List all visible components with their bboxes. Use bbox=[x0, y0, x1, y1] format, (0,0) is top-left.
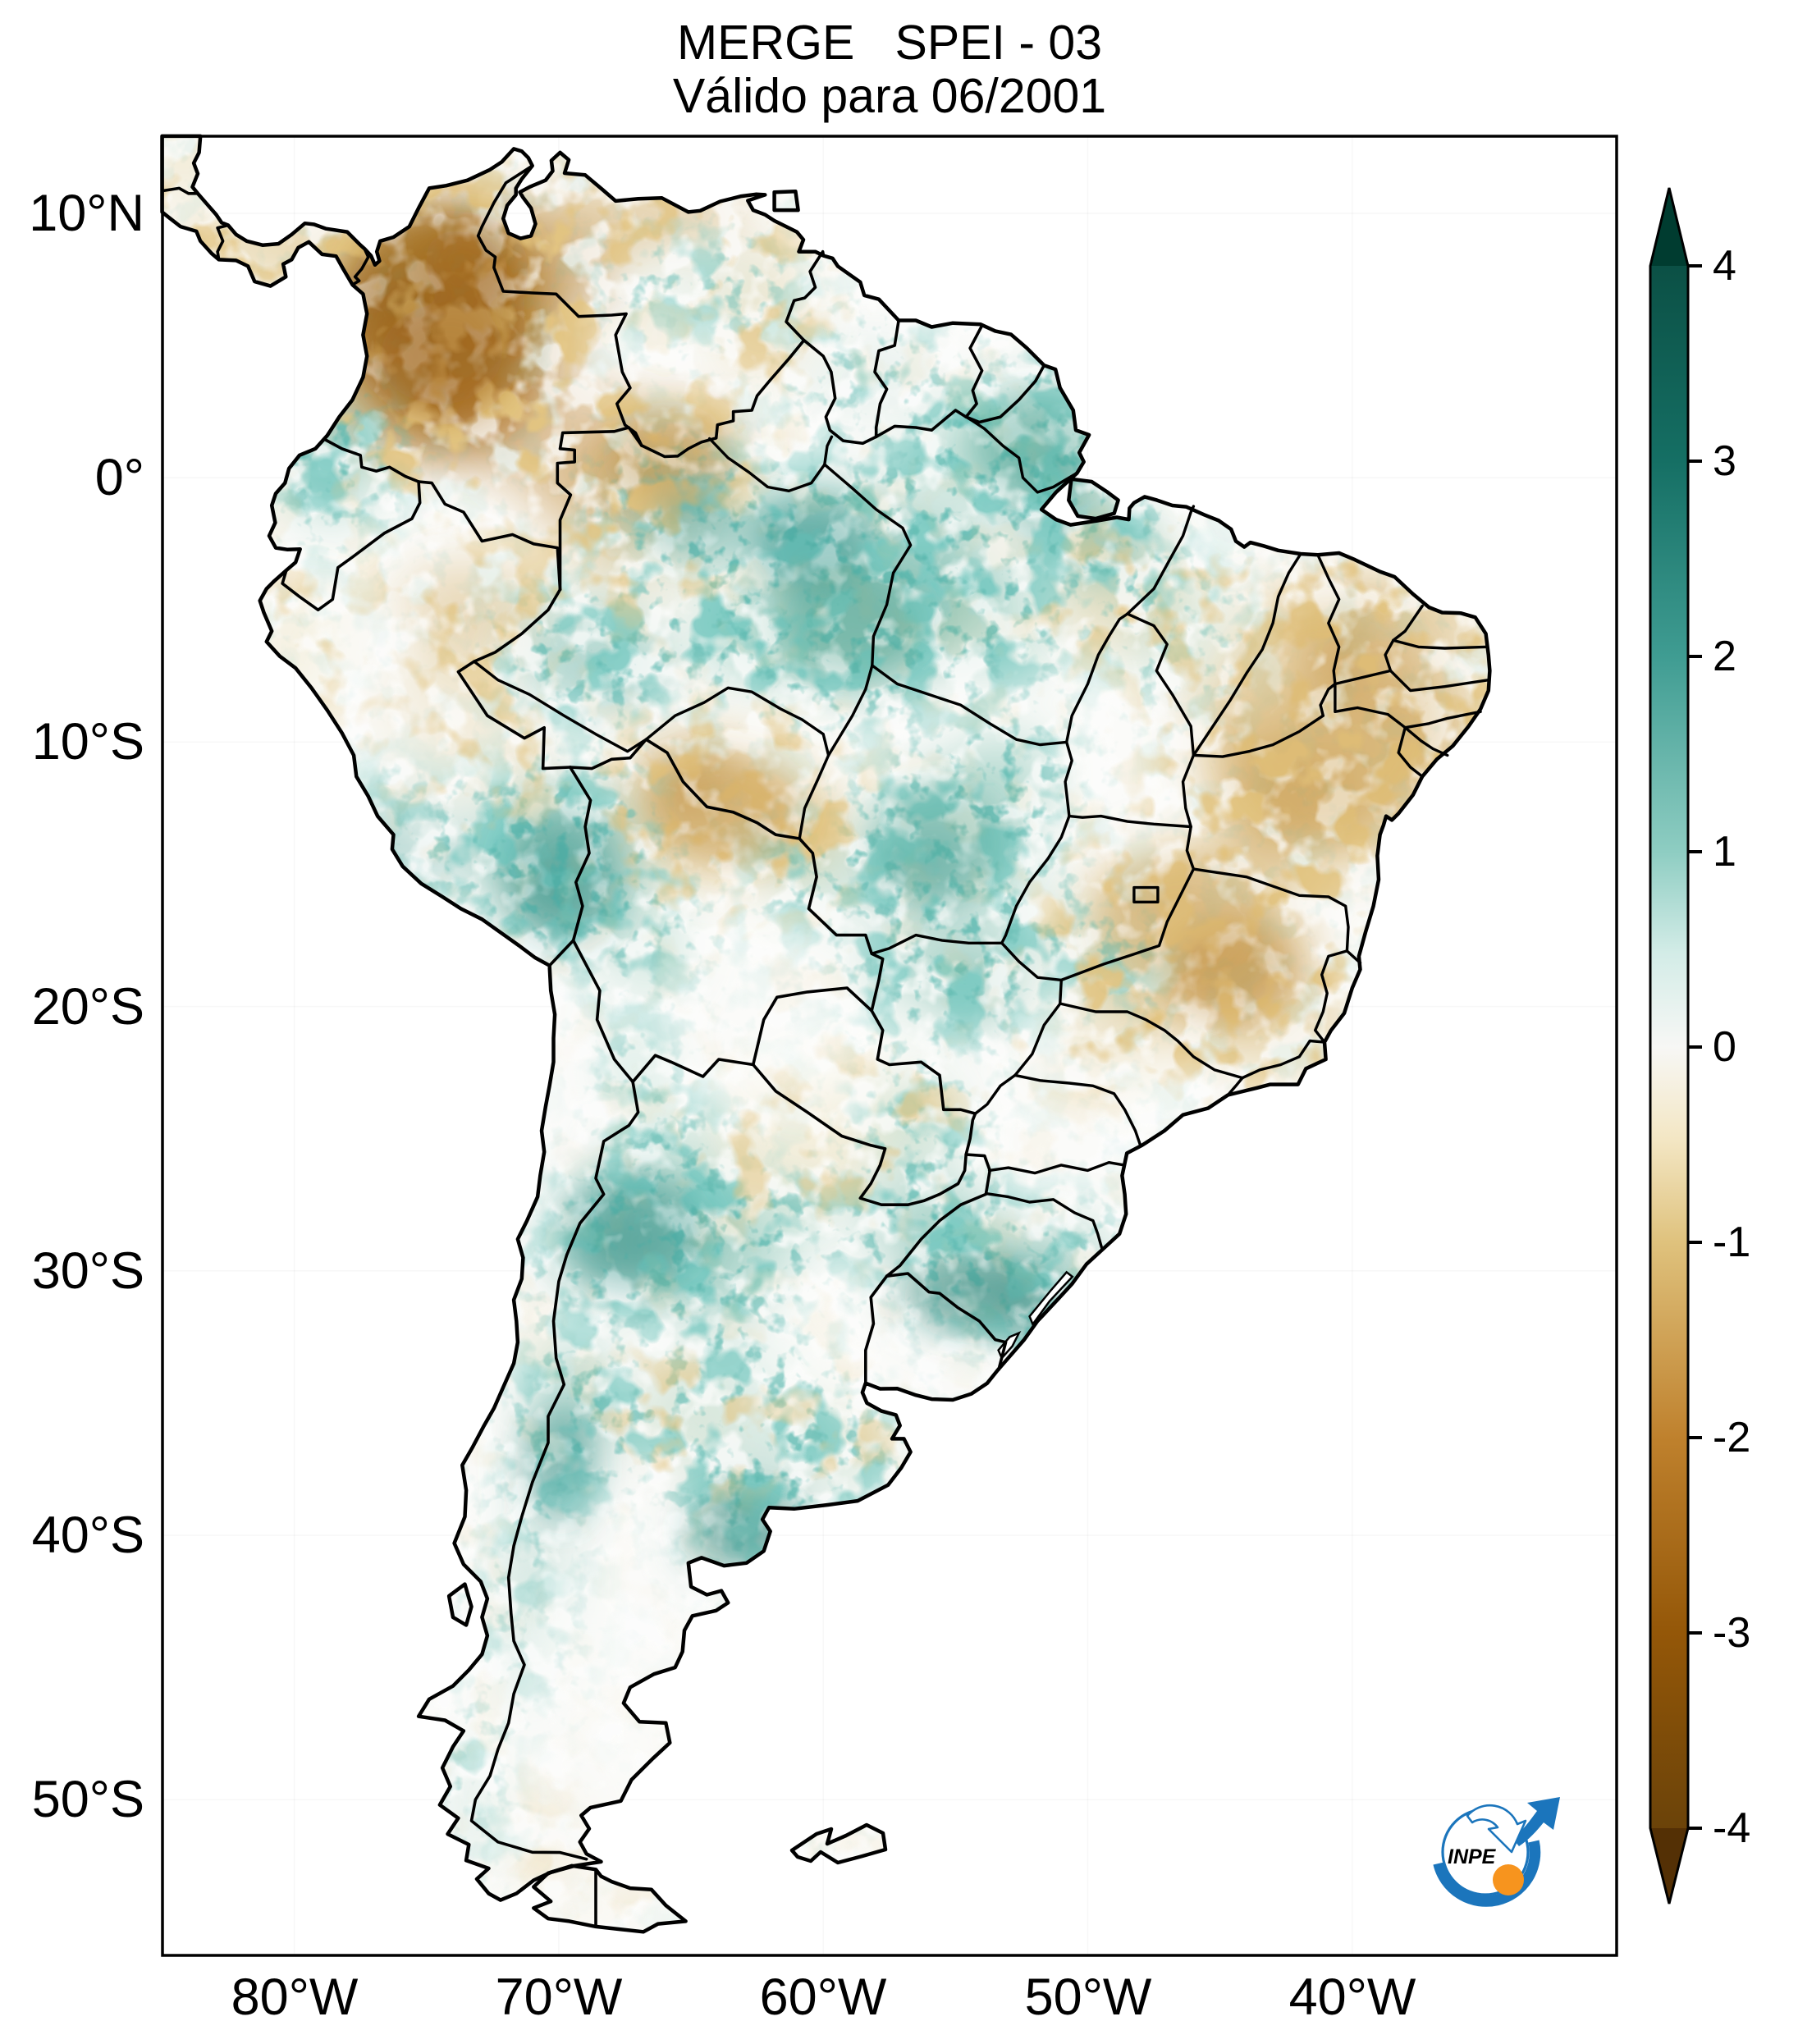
svg-text:40°S: 40°S bbox=[32, 1507, 144, 1564]
svg-text:10°N: 10°N bbox=[29, 185, 144, 242]
svg-text:20°S: 20°S bbox=[32, 978, 144, 1036]
svg-text:60°W: 60°W bbox=[760, 1969, 887, 2026]
svg-text:50°W: 50°W bbox=[1025, 1969, 1152, 2026]
svg-text:INPE: INPE bbox=[1448, 1845, 1497, 1868]
svg-text:70°W: 70°W bbox=[496, 1969, 623, 2026]
svg-text:30°S: 30°S bbox=[32, 1242, 144, 1300]
svg-text:-1: -1 bbox=[1713, 1219, 1750, 1266]
svg-text:-2: -2 bbox=[1713, 1414, 1750, 1461]
svg-text:MERGE SPEI - 03: MERGE SPEI - 03 bbox=[677, 16, 1102, 70]
svg-text:-3: -3 bbox=[1713, 1609, 1750, 1657]
svg-text:1: 1 bbox=[1713, 828, 1736, 876]
svg-text:2: 2 bbox=[1713, 633, 1736, 680]
svg-text:0°: 0° bbox=[95, 449, 144, 506]
svg-text:40°W: 40°W bbox=[1289, 1969, 1416, 2026]
svg-text:4: 4 bbox=[1713, 242, 1736, 290]
svg-text:50°S: 50°S bbox=[32, 1771, 144, 1828]
svg-text:0: 0 bbox=[1713, 1023, 1736, 1071]
svg-text:10°S: 10°S bbox=[32, 713, 144, 771]
svg-text:Válido para 06/2001: Válido para 06/2001 bbox=[673, 69, 1106, 123]
svg-text:3: 3 bbox=[1713, 437, 1736, 485]
svg-text:80°W: 80°W bbox=[231, 1969, 359, 2026]
svg-text:-4: -4 bbox=[1713, 1804, 1750, 1852]
